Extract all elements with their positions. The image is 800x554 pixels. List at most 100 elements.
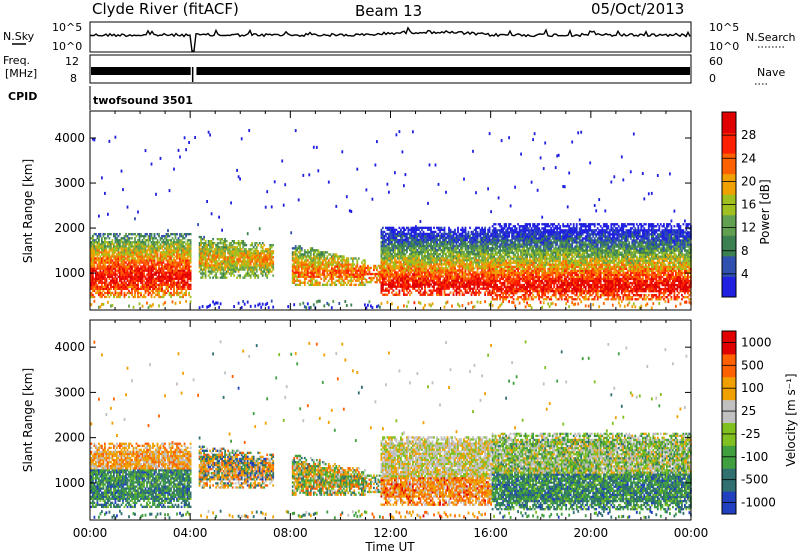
heatmap-cell xyxy=(382,273,384,276)
heatmap-cell xyxy=(144,243,147,246)
heatmap-cell xyxy=(210,250,213,253)
heatmap-cell xyxy=(424,261,426,264)
heatmap-cell xyxy=(164,281,166,284)
heatmap-cell xyxy=(105,259,108,262)
heatmap-cell xyxy=(412,269,414,272)
heatmap-cell xyxy=(110,257,112,260)
freq-label-1: Freq. xyxy=(3,54,30,67)
heatmap-cell xyxy=(410,259,413,262)
heatmap-cell xyxy=(141,269,144,272)
heatmap-cell xyxy=(398,291,401,294)
heatmap-cell xyxy=(90,251,93,254)
heatmap-cell xyxy=(119,283,121,287)
heatmap-cell xyxy=(168,275,171,278)
heatmap-cell xyxy=(422,275,425,278)
heatmap-cell xyxy=(167,233,169,236)
heatmap-cell xyxy=(146,285,148,289)
heatmap-cell xyxy=(114,289,117,293)
heatmap-cell xyxy=(225,256,228,259)
heatmap-cell xyxy=(234,268,237,271)
heatmap-cell xyxy=(164,289,166,293)
heatmap-cell xyxy=(382,259,384,262)
heatmap-cell xyxy=(185,251,187,254)
heatmap-cell xyxy=(309,283,312,287)
heatmap-cell xyxy=(179,273,181,276)
heatmap-cell xyxy=(341,269,344,272)
heatmap-cell xyxy=(392,249,395,252)
heatmap-cell xyxy=(110,233,112,236)
heatmap-cell xyxy=(449,236,452,240)
heatmap-cell xyxy=(300,261,303,264)
heatmap-cell xyxy=(173,239,175,242)
heatmap-cell xyxy=(210,242,213,245)
heatmap-cell xyxy=(362,263,365,266)
heatmap-cell xyxy=(254,272,257,275)
heatmap-cell xyxy=(448,236,450,240)
heatmap-cell xyxy=(404,263,407,266)
heatmap-cell xyxy=(309,273,312,276)
heatmap-cell xyxy=(296,255,299,258)
heatmap-cell xyxy=(297,271,300,274)
heatmap-cell xyxy=(395,236,398,240)
heatmap-cell xyxy=(180,239,183,242)
heatmap-cell xyxy=(321,251,324,254)
heatmap-cell xyxy=(413,228,416,232)
heatmap-cell xyxy=(108,249,111,252)
heatmap-cell xyxy=(356,271,359,274)
heatmap-cell xyxy=(386,271,389,274)
heatmap-cell xyxy=(270,262,273,265)
heatmap-cell xyxy=(225,246,228,249)
heatmap-cell xyxy=(433,269,435,272)
heatmap-cell xyxy=(117,255,120,258)
heatmap-cell xyxy=(116,233,118,236)
heatmap-cell xyxy=(179,287,181,291)
heatmap-cell xyxy=(152,245,154,248)
heatmap-cell xyxy=(413,242,416,246)
heatmap-cell xyxy=(144,247,147,250)
heatmap-cell xyxy=(419,249,422,252)
heatmap-cell xyxy=(318,273,321,276)
heatmap-cell xyxy=(407,244,410,248)
heatmap-cell xyxy=(312,261,315,264)
heatmap-cell xyxy=(410,251,413,254)
heatmap-cell xyxy=(332,277,335,280)
heatmap-cell xyxy=(415,247,417,250)
heatmap-cell xyxy=(122,275,124,278)
heatmap-cell xyxy=(419,253,422,256)
heatmap-cell xyxy=(240,240,243,243)
heatmap-cell xyxy=(431,289,434,292)
heatmap-cell xyxy=(200,256,202,259)
heatmap-cell xyxy=(149,259,151,262)
heatmap-cell xyxy=(96,289,99,293)
heatmap-cell xyxy=(436,253,438,256)
heatmap-cell xyxy=(430,228,432,232)
heatmap-cell xyxy=(461,283,464,286)
heatmap-cell xyxy=(374,281,377,284)
heatmap-cell xyxy=(129,265,132,268)
heatmap-cell xyxy=(314,259,317,262)
heatmap-cell xyxy=(380,255,383,258)
heatmap-cell xyxy=(206,248,208,251)
heatmap-cell xyxy=(386,293,389,296)
heatmap-cell xyxy=(419,236,422,240)
heatmap-cell xyxy=(321,261,324,264)
heatmap-cell xyxy=(167,289,169,293)
heatmap-cell xyxy=(225,264,228,267)
heatmap-cell xyxy=(126,277,129,280)
heatmap-cell xyxy=(92,281,94,284)
heatmap-cell xyxy=(147,253,150,256)
heatmap-cell xyxy=(403,251,405,254)
heatmap-cell xyxy=(439,289,441,292)
heatmap-cell xyxy=(422,244,425,248)
heatmap-cell xyxy=(427,263,429,266)
heatmap-cell xyxy=(165,249,168,252)
heatmap-cell xyxy=(386,251,389,254)
heatmap-cell xyxy=(237,242,240,245)
heatmap-cell xyxy=(255,242,258,245)
heatmap-cell xyxy=(391,230,393,234)
heatmap-cell xyxy=(353,275,356,278)
heatmap-cell xyxy=(110,287,112,291)
heatmap-cell xyxy=(90,247,93,250)
heatmap-cell xyxy=(401,251,404,254)
heatmap-cell xyxy=(440,240,443,244)
